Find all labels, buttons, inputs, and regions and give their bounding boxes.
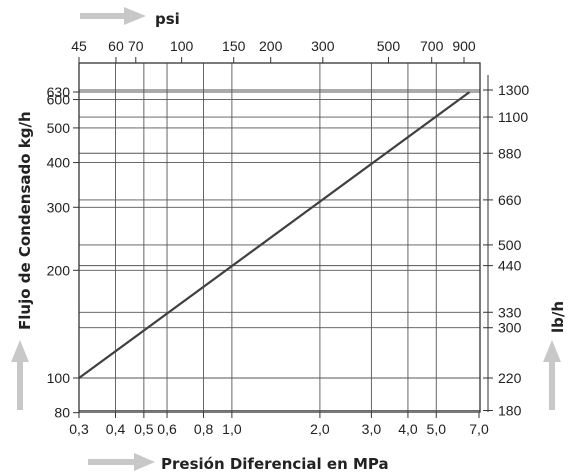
x-bottom-tick-label: 7,0 — [469, 421, 489, 437]
x-bottom-tick-label: 4,0 — [398, 421, 418, 437]
y-left-tick-label: 200 — [47, 262, 71, 278]
series-group — [78, 91, 471, 379]
x-top-tick-label: 300 — [311, 38, 335, 54]
y-left-tick-label: 80 — [54, 405, 70, 421]
y-right-tick-label: 1300 — [498, 82, 529, 98]
x-bottom-tick-label: 2,0 — [310, 421, 330, 437]
x-top-tick-label: 60 — [108, 38, 124, 54]
y-right-tick-label: 180 — [498, 403, 522, 419]
y-left-tick-label: 400 — [47, 155, 71, 171]
x-bottom-arrow-icon — [88, 453, 155, 471]
x-top-tick-label: 900 — [452, 38, 476, 54]
y-right-tick-label: 330 — [498, 304, 522, 320]
x-axis-bottom: 0,3 0,4 0,5 0,6 0,8 1,0 2,0 3,0 4,0 5,0 7,0 — [69, 412, 489, 437]
x-bottom-tick-label: 0,6 — [157, 421, 177, 437]
y-left-arrow-icon — [11, 340, 29, 410]
grid-lines — [79, 63, 480, 412]
y-left-tick-label: 600 — [47, 92, 71, 108]
x-bottom-tick-label: 0,5 — [134, 421, 154, 437]
x-bottom-tick-label: 1,0 — [222, 421, 242, 437]
y-right-tick-label: 220 — [498, 370, 522, 386]
x-bottom-tick-label: 0,4 — [106, 421, 126, 437]
y-right-tick-label: 660 — [498, 192, 522, 208]
psi-arrow-icon — [80, 7, 146, 25]
x-top-tick-label: 500 — [377, 38, 401, 54]
y-right-tick-label: 440 — [498, 258, 522, 274]
x-bottom-tick-label: 3,0 — [362, 421, 382, 437]
series-line — [78, 91, 471, 379]
y-right-axis-label: lb/h — [549, 301, 567, 333]
y-left-tick-label: 300 — [47, 199, 71, 215]
x-top-tick-label: 45 — [71, 38, 87, 54]
y-right-tick-label: 300 — [498, 320, 522, 336]
x-top-tick-label: 700 — [420, 38, 444, 54]
x-top-tick-label: 200 — [259, 38, 283, 54]
y-right-arrow-icon — [543, 340, 561, 410]
y-left-tick-label: 100 — [47, 370, 71, 386]
y-left-tick-label: 630 — [47, 84, 71, 100]
x-bottom-axis-label: Presión Diferencial en MPa — [161, 455, 389, 473]
x-bottom-tick-label: 0,8 — [194, 421, 214, 437]
x-top-tick-label: 150 — [222, 38, 246, 54]
x-axis-top: 45 60 70 100 150 200 300 500 700 900 — [71, 38, 476, 63]
y-right-tick-label: 880 — [498, 145, 522, 161]
x-bottom-tick-label: 5,0 — [427, 421, 447, 437]
x-top-axis-label: psi — [155, 10, 180, 28]
y-right-tick-label: 1100 — [498, 109, 528, 125]
x-bottom-tick-label: 0,3 — [69, 421, 89, 437]
y-right-tick-label: 500 — [498, 237, 522, 253]
x-top-tick-label: 100 — [170, 38, 194, 54]
x-top-tick-label: 70 — [128, 38, 144, 54]
y-left-tick-label: 500 — [47, 120, 71, 136]
plot-frame — [78, 62, 481, 413]
y-left-axis-label: Flujo de Condensado kg/h — [16, 111, 34, 330]
